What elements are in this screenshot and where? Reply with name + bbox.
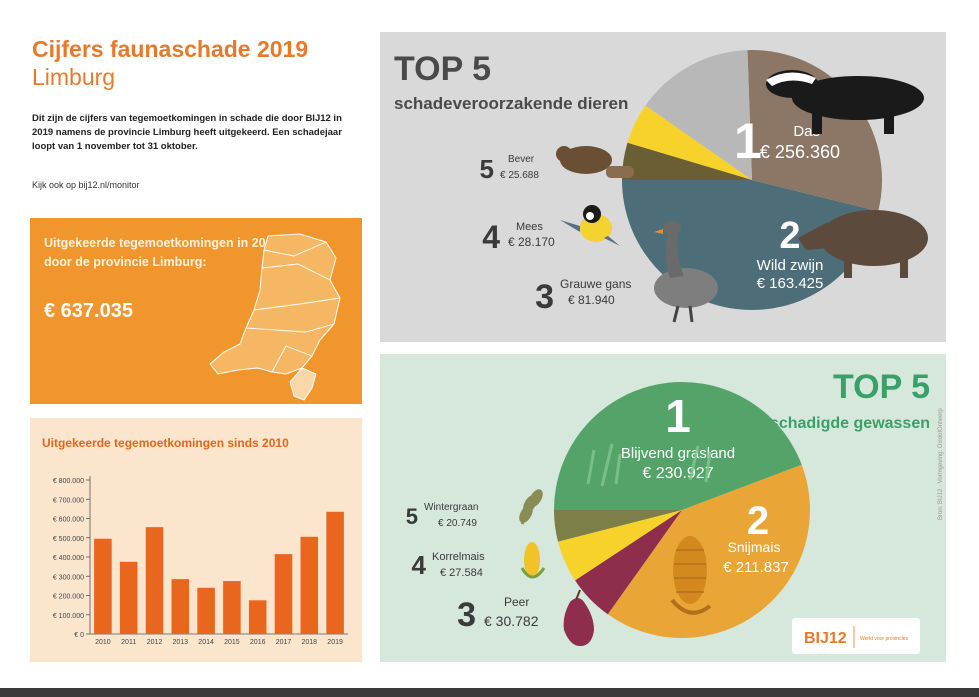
slice-rank: 5	[480, 154, 494, 184]
logo-text: BIJ12	[804, 630, 847, 647]
page-subtitle: Limburg	[32, 64, 116, 90]
y-tick-label: € 700.000	[53, 497, 84, 504]
animals-subtitle-line: schadeveroorzakende dieren	[394, 94, 628, 113]
y-tick-label: € 200.000	[53, 594, 84, 601]
slice-value: € 256.360	[760, 142, 840, 162]
y-tick-label: € 500.000	[53, 536, 84, 543]
slice-name: Wintergraan	[424, 502, 478, 513]
x-tick-label: 2015	[224, 639, 240, 646]
slice-name: Wild zwijn	[757, 257, 824, 274]
intro-text: Dit zijn de cijfers van tegemoetkomingen…	[32, 113, 342, 152]
slice-value: € 20.749	[438, 518, 477, 529]
y-tick-label: € 0	[74, 632, 84, 639]
y-tick-label: € 400.000	[53, 555, 84, 562]
bar	[223, 581, 241, 634]
animals-panel: TOP 5 schadeveroorzakende dieren 1 Das € 2…	[380, 32, 946, 342]
logo-tagline: Werkt voor provincies	[860, 636, 908, 642]
monitor-link[interactable]: Kijk ook op bij12.nl/monitor	[32, 180, 140, 190]
x-tick-label: 2010	[95, 639, 111, 646]
slice-name: Blijvend grasland	[621, 445, 735, 462]
wheat-icon	[519, 489, 543, 525]
y-tick-label: € 300.000	[53, 574, 84, 581]
slice-value: € 230.927	[642, 465, 713, 482]
bar	[119, 561, 138, 634]
goose-icon	[654, 221, 718, 323]
bar	[248, 600, 267, 634]
bar-chart-panel: Uitgekeerde tegemoetkomingen sinds 2010 …	[30, 418, 362, 662]
crops-panel: TOP 5 beschadigde gewassen 1 Blijvend gra…	[380, 354, 946, 662]
slice-rank: 2	[747, 499, 769, 543]
slice-value: € 28.170	[508, 235, 555, 249]
slice-rank: 5	[406, 504, 418, 529]
corn-icon	[670, 536, 712, 615]
y-tick-label: € 800.000	[53, 478, 84, 485]
pie-slice	[645, 50, 752, 180]
bar	[326, 511, 344, 634]
pie-slice	[607, 464, 810, 638]
badger-icon	[766, 70, 924, 134]
bottom-bar	[0, 688, 979, 697]
slice-rank: 4	[482, 219, 500, 255]
x-tick-label: 2013	[173, 639, 189, 646]
slice-rank: 4	[412, 550, 427, 580]
beaver-icon	[556, 146, 634, 178]
slice-value: € 211.837	[723, 559, 789, 576]
slice-value: € 25.688	[500, 170, 539, 181]
crops-title: TOP 5	[833, 368, 930, 406]
x-tick-label: 2019	[327, 639, 343, 646]
bij12-logo: BIJ12 Werkt voor provincies	[792, 618, 920, 654]
slice-rank: 1	[665, 390, 691, 442]
pie-slice	[575, 510, 682, 615]
crops-pie-chart	[554, 382, 810, 638]
bar	[197, 587, 215, 634]
slice-rank: 1	[734, 113, 762, 169]
pie-slice	[627, 105, 752, 180]
x-tick-label: 2018	[302, 639, 318, 646]
slice-rank: 2	[779, 215, 800, 257]
credit-text: Bron: BIJ12 · Vormgeving: OxidoIOntwerp	[938, 408, 944, 520]
total-amount: € 637.035	[44, 300, 133, 322]
page-title: Cijfers faunaschade 2019	[32, 36, 309, 62]
tit-bird-icon	[560, 205, 620, 246]
slice-value: € 81.940	[568, 293, 615, 307]
y-tick-label: € 100.000	[53, 613, 84, 620]
x-tick-label: 2016	[250, 639, 266, 646]
bar	[274, 554, 293, 634]
bar	[171, 579, 190, 634]
pie-slice	[557, 510, 682, 581]
bar-chart: € 0 € 100.000 € 200.000 € 300.000 € 400.000 €…	[53, 476, 348, 646]
corn-cob-icon	[520, 542, 546, 579]
bar	[300, 536, 319, 634]
slice-name: Snijmais	[728, 539, 781, 555]
total-panel: Uitgekeerde tegemoetkomingen in 2019 doo…	[30, 218, 362, 404]
boar-icon	[798, 210, 928, 278]
slice-name: Korrelmais	[432, 551, 485, 563]
slice-name: Mees	[516, 221, 543, 233]
bar	[94, 538, 112, 634]
slice-value: € 163.425	[757, 275, 824, 292]
slice-name: Grauwe gans	[560, 277, 631, 291]
slice-name: Bever	[508, 154, 535, 165]
x-tick-label: 2014	[198, 639, 214, 646]
pear-icon	[563, 589, 594, 646]
bar	[145, 527, 164, 634]
bar-chart-title: Uitgekeerde tegemoetkomingen sinds 2010	[42, 436, 289, 450]
animals-title: TOP 5	[394, 50, 491, 88]
netherlands-map-icon	[209, 233, 341, 401]
slice-name: Peer	[504, 595, 529, 609]
slice-value: € 30.782	[484, 613, 539, 629]
y-tick-label: € 600.000	[53, 517, 84, 524]
total-label: Uitgekeerde tegemoetkomingen in 2019 doo…	[44, 236, 280, 269]
slice-rank: 3	[457, 596, 476, 634]
grass-icon	[586, 443, 712, 487]
slice-value: € 27.584	[440, 567, 483, 579]
slice-rank: 3	[535, 278, 554, 316]
pie-slice	[554, 510, 682, 542]
x-tick-label: 2017	[276, 639, 292, 646]
x-tick-label: 2012	[147, 639, 163, 646]
x-tick-label: 2011	[121, 639, 136, 646]
crops-subtitle-line: beschadigde gewassen	[751, 415, 930, 432]
pie-slice	[622, 142, 752, 180]
